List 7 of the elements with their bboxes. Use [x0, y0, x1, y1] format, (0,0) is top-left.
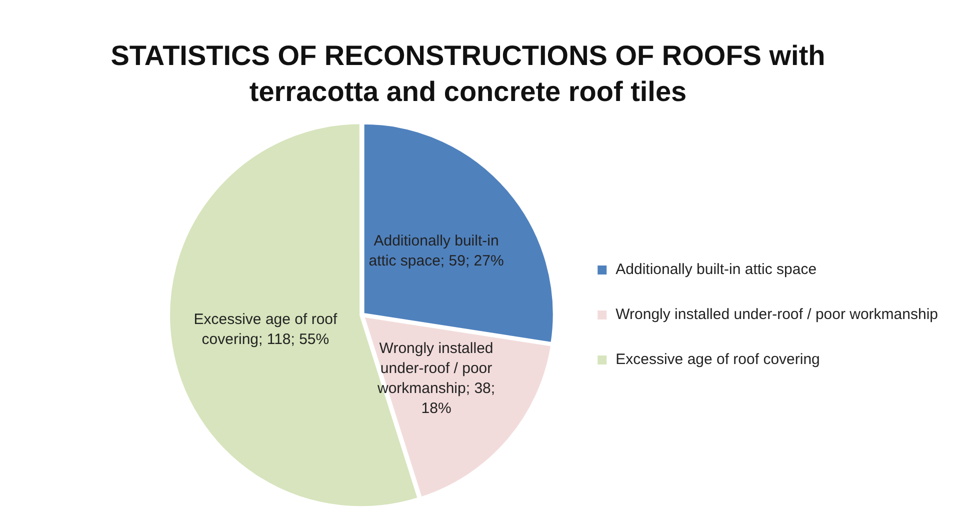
data-label: Additionally built-in attic space; 59; 27% — [368, 232, 504, 270]
legend-label: Additionally built-in attic space — [616, 261, 817, 278]
legend-label: Excessive age of roof covering — [616, 351, 820, 368]
data-label: Excessive age of roof covering; 118; 55% — [194, 311, 338, 348]
data-label: Wrongly installed under-roof / poor workmanship; 38; 18% — [376, 340, 496, 417]
chart-title: STATISTICS OF RECONSTRUCTIONS OF ROOFS with terracotta and concrete roof tiles — [110, 39, 826, 109]
legend-label: Wrongly installed under-roof / poor workmanship — [616, 306, 938, 324]
